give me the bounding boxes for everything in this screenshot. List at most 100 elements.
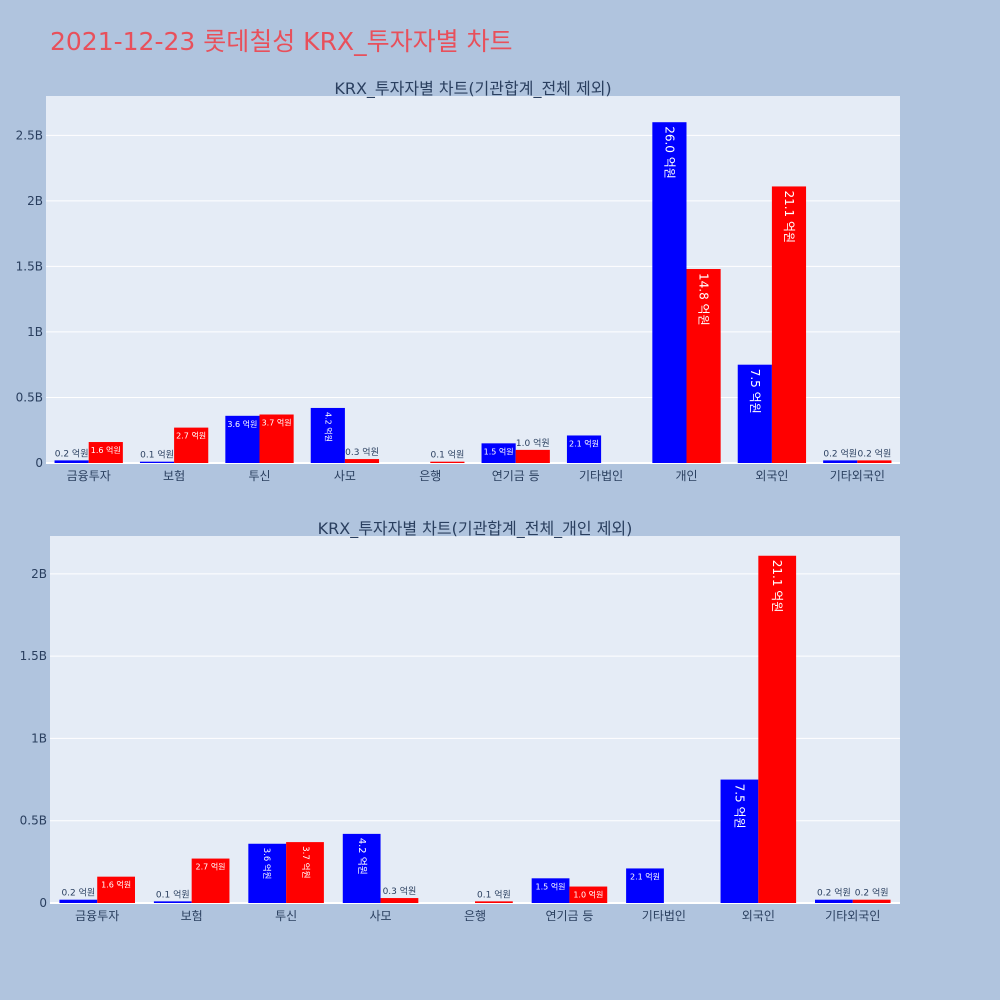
bar (626, 868, 664, 903)
bar (686, 269, 721, 463)
bar (54, 460, 89, 463)
x-tick-label: 외국인 (755, 469, 788, 483)
x-tick-label: 외국인 (742, 909, 775, 923)
page-title: 2021-12-23 롯데칠성 KRX_투자자별 차트 (50, 27, 513, 56)
bar (720, 779, 759, 903)
y-tick-label: 0 (39, 896, 47, 910)
bar-label: 3.6 억원 (262, 848, 272, 880)
bar (815, 899, 853, 903)
bar (174, 427, 209, 463)
y-tick-label: 2B (31, 567, 47, 581)
bar (758, 555, 797, 903)
bar-label: 1.6 억원 (91, 445, 121, 455)
bar (59, 899, 98, 903)
bar-label: 1.6 억원 (101, 880, 131, 890)
chart-title: KRX_투자자별 차트(기관합계_전체_개인 제외) (318, 519, 633, 539)
chart-bottom: 0 0.5B 1B 1.5B 2B KRX_투자자별 차트(기관합계_전체_개인 제외) 금… (20, 519, 900, 923)
y-tick-label: 1B (27, 325, 43, 339)
bar (88, 442, 123, 463)
x-tick-label: 기타법인 (579, 469, 623, 483)
bar (531, 878, 570, 903)
bar-label: 1.0 억원 (516, 437, 550, 449)
bar-label: 0.1 억원 (477, 888, 511, 900)
x-tick-label: 연기금 등 (492, 469, 540, 483)
x-tick-label: 은행 (419, 468, 441, 483)
bar (286, 842, 324, 903)
bar (569, 886, 608, 903)
y-tick-label: 0.5B (16, 390, 43, 404)
bar (191, 858, 230, 903)
bar (515, 449, 550, 463)
bar-label: 1.5 억원 (484, 446, 514, 456)
bar-label: 4.2 억원 (356, 838, 368, 875)
x-tick-label: 기타외국인 (825, 909, 880, 923)
bar (823, 460, 858, 463)
bar (380, 898, 419, 903)
bar-label: 2.1 억원 (630, 871, 660, 881)
bar-label: 21.1 억원 (782, 190, 796, 243)
y-tick-label: 0 (35, 456, 43, 470)
bar-label: 0.3 억원 (383, 885, 417, 897)
bar-label: 7.5 억원 (732, 784, 746, 829)
bar (248, 843, 287, 903)
bar-label: 0.2 억원 (858, 447, 892, 459)
bar-label: 0.3 억원 (345, 446, 379, 458)
bar-label: 14.8 억원 (697, 273, 711, 326)
bar (430, 461, 465, 463)
x-tick-label: 금융투자 (75, 909, 119, 923)
bar-label: 0.2 억원 (61, 887, 95, 899)
bar-label: 0.1 억원 (156, 888, 190, 900)
bar-label: 1.5 억원 (536, 881, 566, 891)
bar (97, 876, 135, 903)
x-tick-label: 연기금 등 (545, 909, 593, 923)
x-tick-label: 사모 (370, 909, 392, 923)
chart-top: 0 0.5B 1B 1.5B 2B 2.5B KRX_투자자별 차트(기관합계_전체 제외)… (16, 79, 900, 483)
y-tick-label: 1.5B (20, 649, 47, 663)
bar (342, 833, 381, 903)
bar (566, 435, 602, 463)
bar-label: 1.0 억원 (573, 890, 603, 900)
y-tick-label: 2.5B (16, 128, 43, 142)
bar-label: 2.7 억원 (196, 862, 226, 872)
chart-title: KRX_투자자별 차트(기관합계_전체 제외) (334, 79, 611, 99)
bar-label: 0.1 억원 (140, 449, 174, 461)
x-tick-label: 보험 (181, 909, 203, 923)
bar-label: 0.2 억원 (823, 447, 857, 459)
bar (852, 899, 891, 903)
x-tick-label: 은행 (464, 908, 486, 923)
x-tick-label: 사모 (334, 469, 356, 483)
bar (139, 461, 175, 463)
bar-label: 3.6 억원 (227, 419, 257, 429)
bar-label: 26.0 억원 (662, 126, 676, 179)
x-tick-label: 보험 (163, 469, 185, 483)
bar (737, 364, 772, 463)
bar-label: 4.2 억원 (323, 412, 333, 442)
y-tick-label: 2B (27, 194, 43, 208)
y-tick-label: 0.5B (20, 814, 47, 828)
bar (344, 459, 380, 463)
bar (771, 186, 807, 464)
bar (225, 415, 260, 463)
bar-label: 2.7 억원 (176, 431, 206, 441)
bar (475, 901, 513, 903)
bar-label: 0.1 억원 (431, 449, 465, 461)
x-tick-label: 금융투자 (67, 469, 111, 483)
y-tick-label: 1B (31, 731, 47, 745)
bar (259, 414, 294, 463)
x-tick-label: 기타법인 (642, 909, 686, 923)
bar-label: 0.2 억원 (817, 887, 851, 899)
bar-label: 0.2 억원 (55, 447, 89, 459)
bar (310, 407, 345, 463)
bar-label: 0.2 억원 (855, 887, 889, 899)
x-tick-label: 투신 (275, 909, 297, 923)
bar-label: 3.7 억원 (262, 418, 292, 428)
x-tick-label: 투신 (248, 469, 270, 483)
y-tick-label: 1.5B (16, 259, 43, 273)
bar-label: 7.5 억원 (748, 369, 762, 414)
bar (857, 460, 892, 463)
x-tick-label: 기타외국인 (830, 469, 885, 483)
bar-label: 21.1 억원 (770, 560, 784, 613)
x-tick-label: 개인 (675, 469, 697, 483)
bar (153, 901, 192, 903)
bar-label: 3.7 억원 (300, 846, 312, 879)
